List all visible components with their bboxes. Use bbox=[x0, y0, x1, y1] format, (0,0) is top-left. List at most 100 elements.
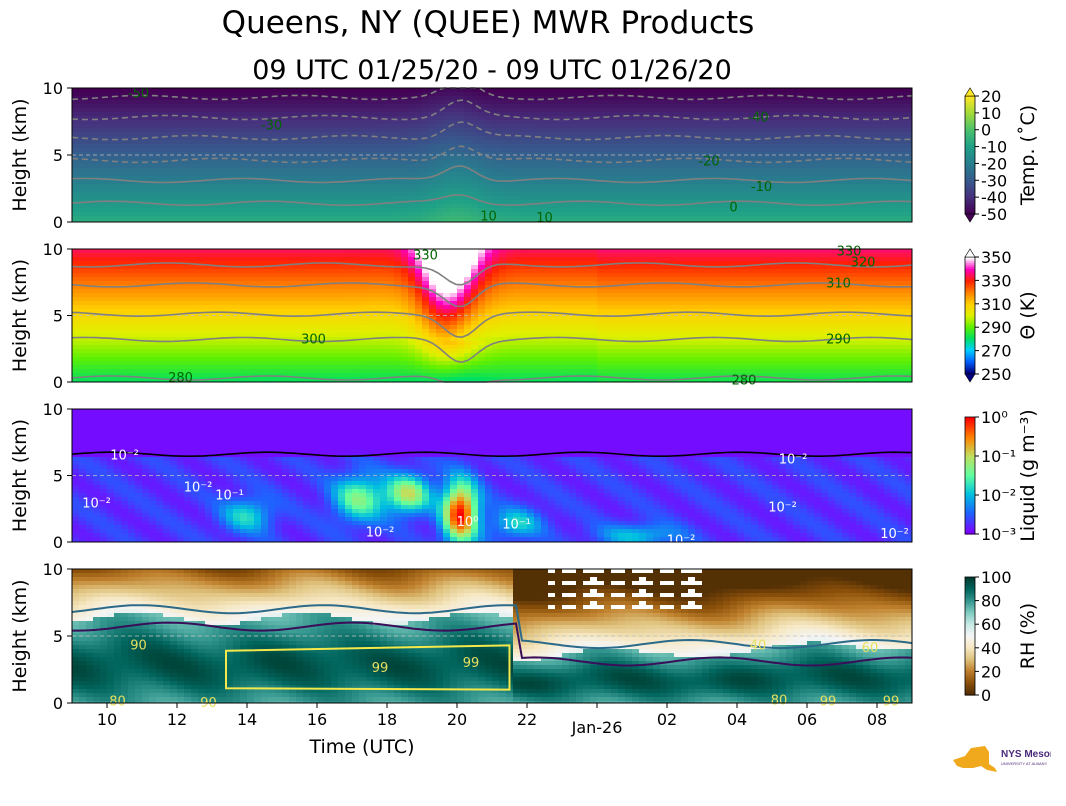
contour-label: 10⁰ bbox=[457, 515, 479, 530]
colorbar-extend-bottom bbox=[965, 374, 975, 382]
colorbar-tick-label: 290 bbox=[981, 318, 1012, 337]
y-tick-label: 5 bbox=[53, 467, 63, 486]
contour-label: 10⁻¹ bbox=[502, 518, 531, 533]
logo-subtext: UNIVERSITY AT ALBANY bbox=[1001, 761, 1048, 766]
colorbar-potential-temperature: 350 330 310 290 270 250 Θ (K) bbox=[965, 248, 1039, 384]
colorbar-tick-label: 10⁻² bbox=[981, 486, 1016, 505]
contour-label: 80 bbox=[771, 693, 788, 708]
x-tick-label: 16 bbox=[307, 710, 327, 729]
y-axis-label: Height (km) bbox=[9, 98, 31, 211]
x-tick-label: 18 bbox=[377, 710, 397, 729]
y-tick-label: 5 bbox=[53, 307, 63, 326]
contour-label: -10 bbox=[751, 180, 772, 195]
colorbar-tick-label: 270 bbox=[981, 342, 1012, 361]
y-tick-label: 5 bbox=[53, 627, 63, 646]
colorbar-label: Temp. (˚C) bbox=[1017, 105, 1039, 206]
x-tick-label: 02 bbox=[657, 710, 677, 729]
nys-mesonet-logo: NYS Mesonet UNIVERSITY AT ALBANY bbox=[951, 738, 1051, 778]
contour-label: 280 bbox=[732, 374, 757, 389]
y-tick-label: 10 bbox=[43, 79, 63, 98]
logo-text: NYS Mesonet bbox=[1001, 749, 1051, 760]
contour-label: 290 bbox=[826, 332, 851, 347]
x-tick-label: 10 bbox=[97, 710, 117, 729]
colorbar-label: RH (%) bbox=[1017, 603, 1039, 669]
colorbar-tick-label: 310 bbox=[981, 295, 1012, 314]
contour-label: 10⁻² bbox=[110, 449, 139, 464]
contour-label: 330 bbox=[413, 249, 438, 264]
colorbar-tick-label: 20 bbox=[981, 662, 1001, 681]
y-tick-label: 5 bbox=[53, 146, 63, 165]
y-tick-label: 0 bbox=[53, 213, 63, 232]
x-tick-label: 04 bbox=[727, 710, 747, 729]
colorbar-tick-label: 330 bbox=[981, 271, 1012, 290]
colorbar-extend-top bbox=[965, 88, 975, 96]
contour-label: 10⁻² bbox=[880, 527, 909, 542]
contour-label: 0 bbox=[729, 200, 737, 215]
contour-label: 99 bbox=[820, 695, 837, 710]
colorbar-tick-label: 250 bbox=[981, 365, 1012, 384]
colorbar-tick-label: 100 bbox=[981, 568, 1012, 587]
contour-label: -40 bbox=[747, 110, 768, 125]
contour-label: 10⁻² bbox=[82, 496, 111, 511]
colorbar-tick-label: -50 bbox=[981, 205, 1007, 224]
y-tick-label: 0 bbox=[53, 373, 63, 392]
x-tick-label: 14 bbox=[237, 710, 257, 729]
y-tick-label: 10 bbox=[43, 560, 63, 579]
contour-label: 10 bbox=[536, 211, 553, 226]
contour-label: 320 bbox=[851, 255, 876, 270]
x-tick-label: 20 bbox=[447, 710, 467, 729]
y-tick-label: 0 bbox=[53, 533, 63, 552]
y-tick-label: 10 bbox=[43, 240, 63, 259]
y-tick-label: 10 bbox=[43, 400, 63, 419]
colorbar-tick-label: 10⁰ bbox=[981, 408, 1008, 427]
y-axis-label: Height (km) bbox=[9, 419, 31, 532]
colorbar-tick-label: 10⁻³ bbox=[981, 525, 1016, 544]
contour-label: 10⁻² bbox=[667, 534, 696, 549]
contour-label: 10⁻² bbox=[184, 480, 213, 495]
contour-label: 90 bbox=[130, 638, 147, 653]
contour-label: 40 bbox=[750, 638, 767, 653]
contour-label: -20 bbox=[698, 155, 719, 170]
colorbar-relative-humidity: 100 80 60 40 20 0 RH (%) bbox=[965, 568, 1039, 705]
contour-label: -30 bbox=[261, 119, 282, 134]
contour-label: 280 bbox=[168, 371, 193, 386]
contour-label: 10⁻² bbox=[366, 526, 395, 541]
contour-label: 99 bbox=[463, 656, 480, 671]
colorbar-label: Θ (K) bbox=[1017, 291, 1039, 339]
x-tick-label: 08 bbox=[867, 710, 887, 729]
colorbar-label: Liquid (g m⁻³) bbox=[1017, 409, 1039, 541]
contour-label: 99 bbox=[372, 661, 389, 676]
contour-label: -50 bbox=[128, 86, 149, 101]
y-axis-label: Height (km) bbox=[9, 259, 31, 372]
contour-label: 310 bbox=[826, 277, 851, 292]
colorbar-tick-label: 40 bbox=[981, 639, 1001, 658]
y-tick-label: 0 bbox=[53, 694, 63, 713]
x-axis-label: Time (UTC) bbox=[308, 736, 414, 758]
x-tick-label: 12 bbox=[167, 710, 187, 729]
colorbar-tick-label: 0 bbox=[981, 686, 991, 705]
x-tick-label: 06 bbox=[797, 710, 817, 729]
colorbar-tick-label: 60 bbox=[981, 615, 1001, 634]
contour-label: 80 bbox=[109, 695, 126, 710]
colorbar-tick-label: 10⁻¹ bbox=[981, 447, 1016, 466]
contour-label: 99 bbox=[883, 695, 900, 710]
y-axis-label: Height (km) bbox=[9, 579, 31, 692]
contour-label: 10⁻² bbox=[779, 453, 808, 468]
colorbar-extend-bottom bbox=[965, 214, 975, 222]
colorbar-tick-label: 80 bbox=[981, 592, 1001, 611]
colorbar-liquid: 10⁰ 10⁻¹ 10⁻² 10⁻³ Liquid (g m⁻³) bbox=[965, 408, 1039, 544]
contour-label: 60 bbox=[862, 641, 879, 656]
colorbar-extend-top bbox=[965, 249, 975, 257]
x-tick-label-date: Jan-26 bbox=[571, 718, 623, 737]
x-tick-label: 22 bbox=[517, 710, 537, 729]
new-york-state-map-icon bbox=[953, 746, 997, 772]
contour-label: 10⁻¹ bbox=[215, 488, 244, 503]
contour-label: 10⁻² bbox=[768, 500, 797, 515]
colorbar-tick-label: 350 bbox=[981, 248, 1012, 267]
